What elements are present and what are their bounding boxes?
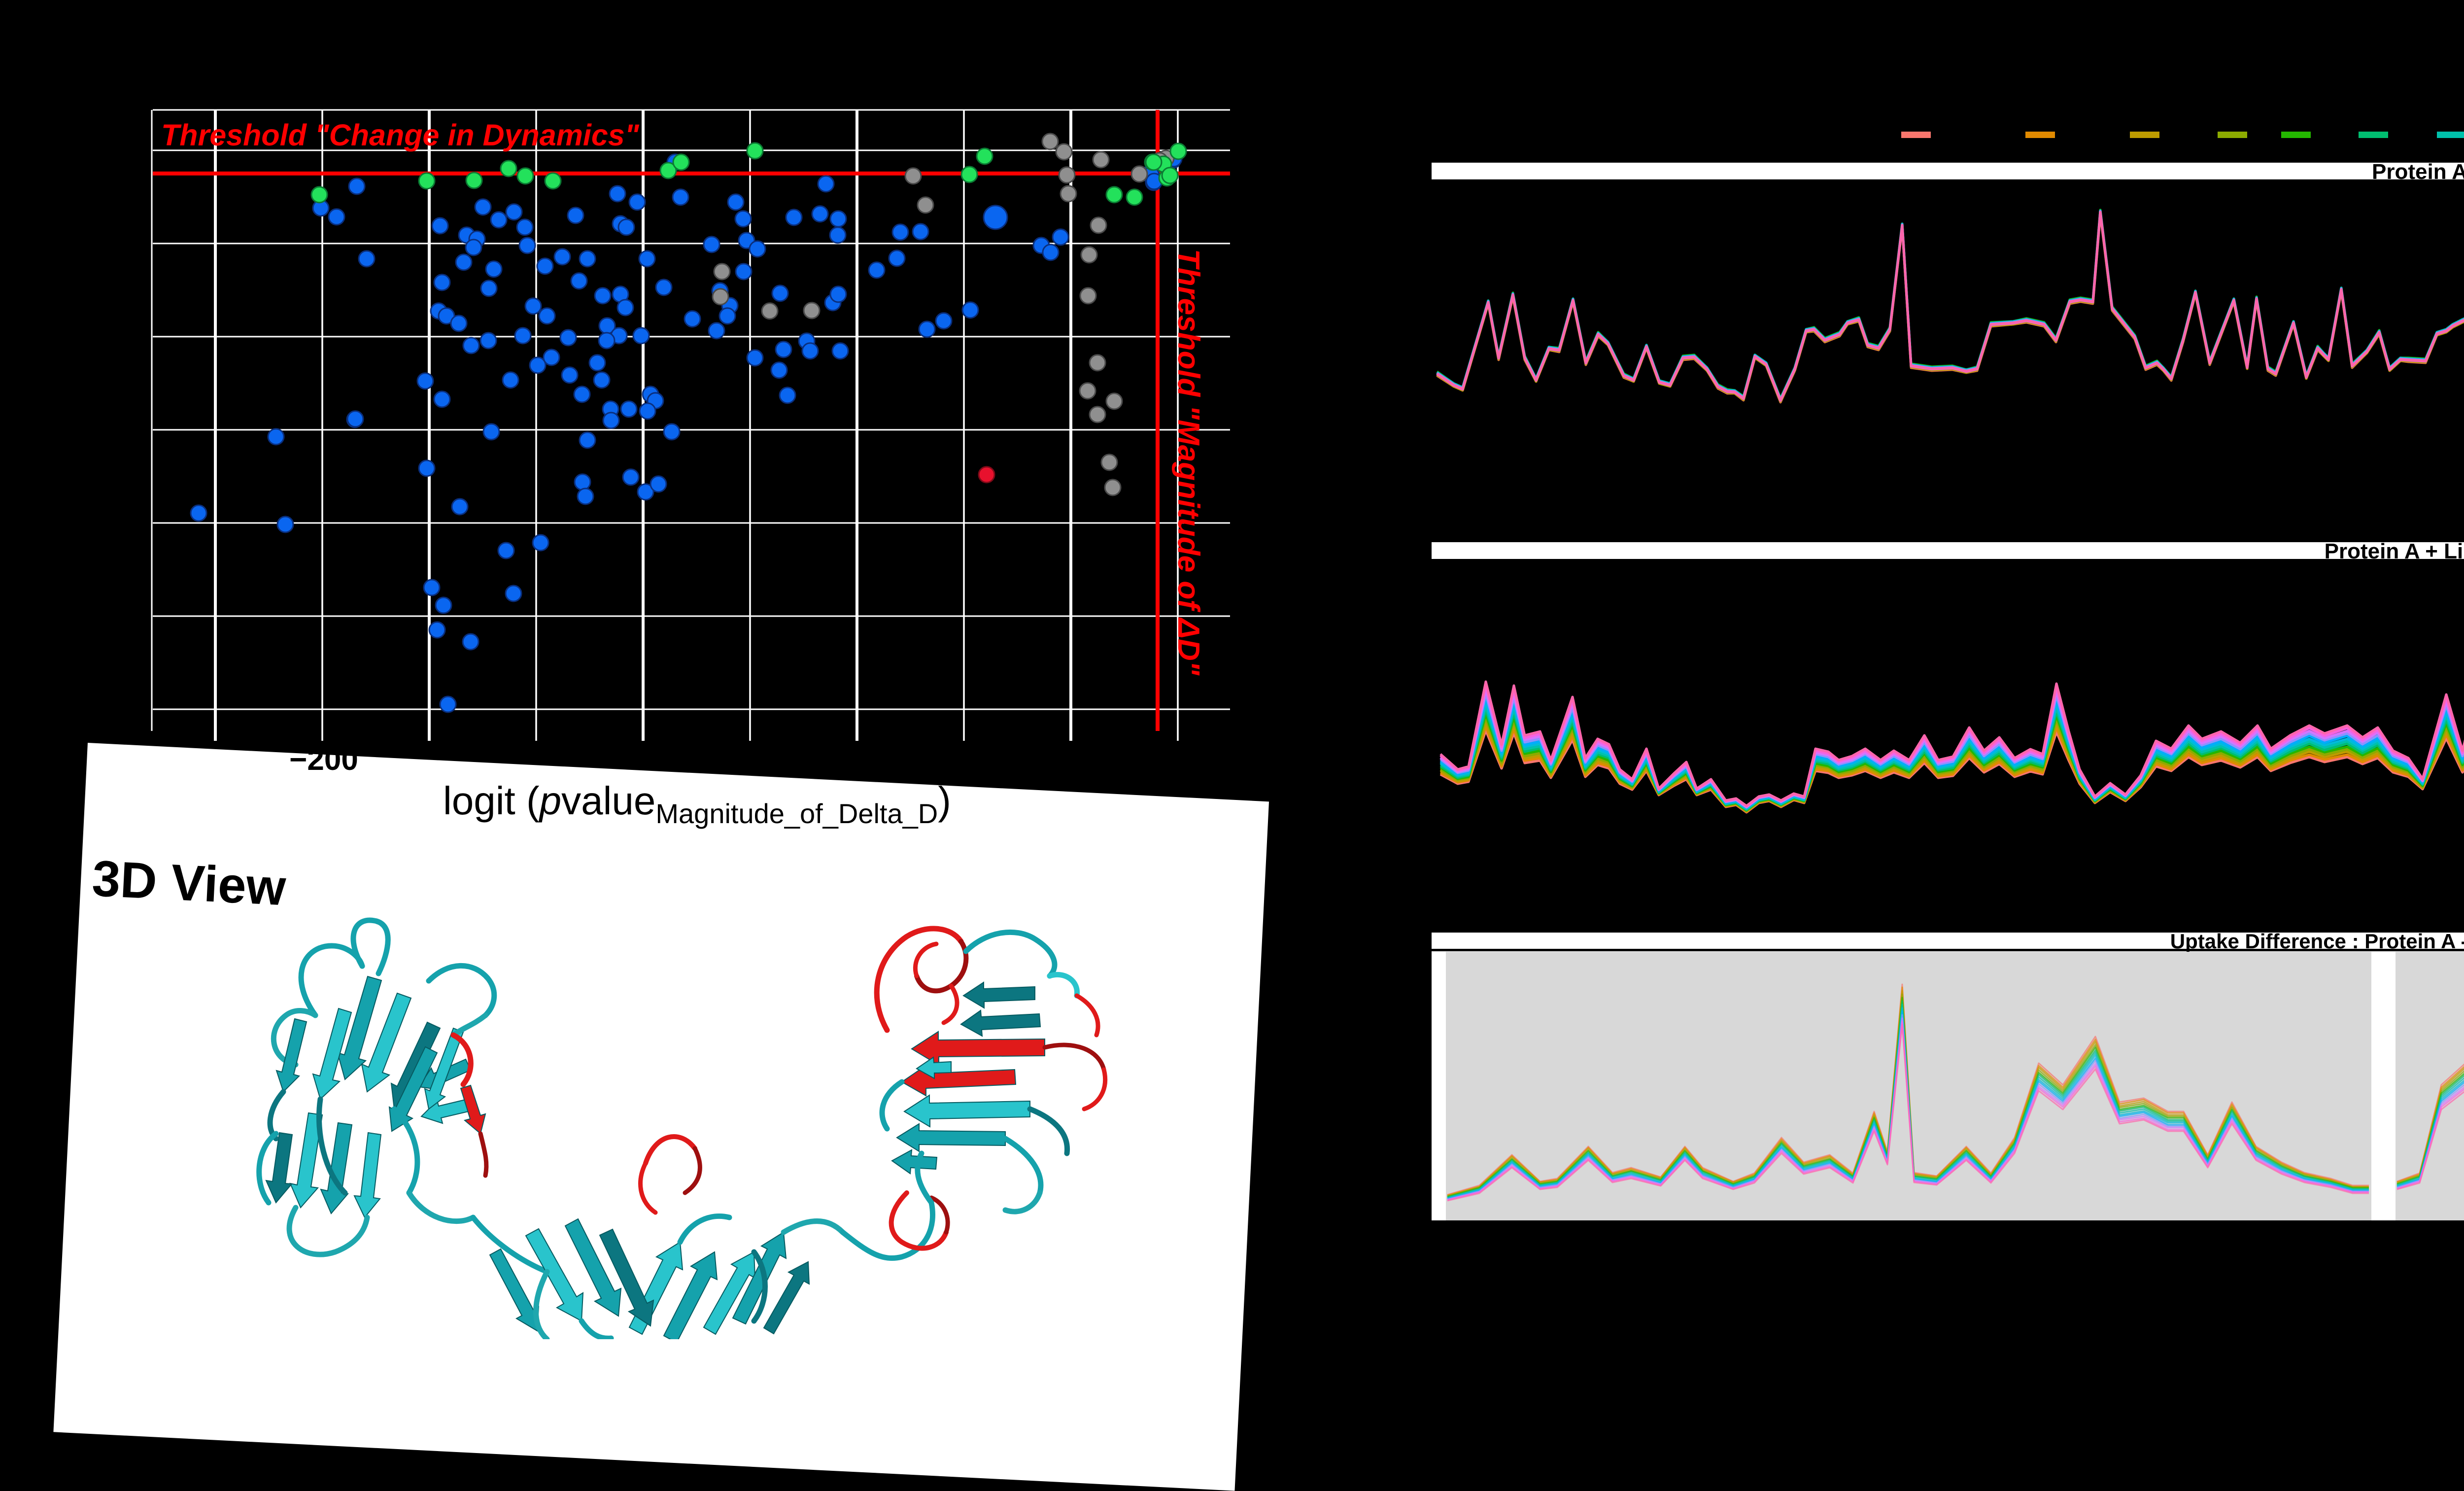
svg-text:−200: −200	[289, 743, 358, 777]
svg-text:Threshold "Change in Dynamics": Threshold "Change in Dynamics"	[161, 118, 640, 152]
svg-text:Protein A: Protein A	[2372, 160, 2464, 184]
svg-text:logit (pvalueMagnitude_of_Delt: logit (pvalueMagnitude_of_Delta_D)	[443, 779, 951, 829]
svg-text:Threshold "Magnitude of ΔD": Threshold "Magnitude of ΔD"	[1171, 249, 1205, 676]
svg-text:Protein A + Ligand: Protein A + Ligand	[2325, 539, 2464, 563]
